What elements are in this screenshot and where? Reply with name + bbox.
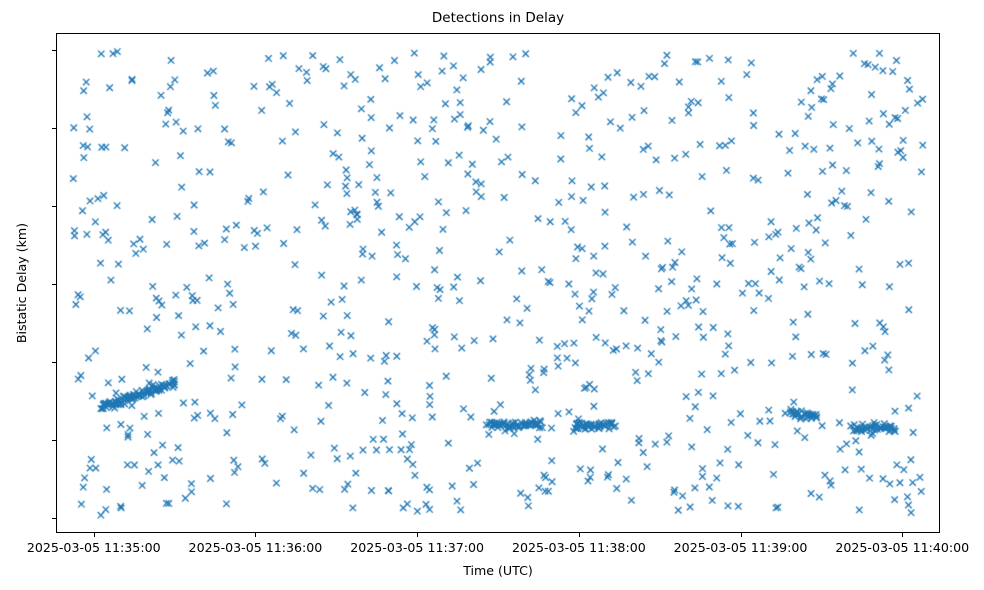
x-axis-tick-label: 2025-03-05 11:38:00 bbox=[511, 540, 646, 555]
x-axis-tick-label: 2025-03-05 11:39:00 bbox=[673, 540, 808, 555]
plot-axes bbox=[56, 33, 941, 534]
scatter-data-canvas bbox=[57, 34, 941, 534]
x-axis-label: Time (UTC) bbox=[463, 563, 533, 578]
page-title: Detections in Delay bbox=[431, 10, 565, 26]
y-axis-label: Bistatic Delay (km) bbox=[14, 222, 29, 344]
x-axis-tick-label: 2025-03-05 11:37:00 bbox=[350, 540, 485, 555]
x-axis-tick-label: 2025-03-05 11:35:00 bbox=[26, 540, 161, 555]
x-axis-tick-label: 2025-03-05 11:36:00 bbox=[188, 540, 323, 555]
x-axis-tick-label: 2025-03-05 11:40:00 bbox=[835, 540, 970, 555]
